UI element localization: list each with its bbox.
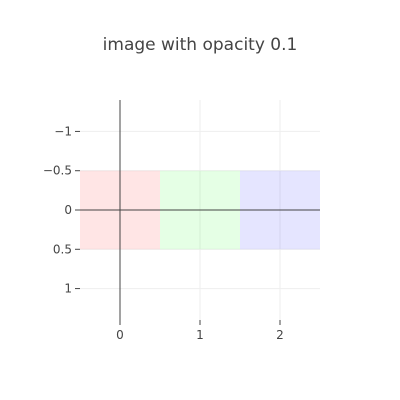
zero-lines <box>80 100 320 320</box>
y-tick-label: −0.5 <box>43 164 72 178</box>
y-tick-label: 0 <box>64 203 72 217</box>
y-tick-label: 0.5 <box>53 242 72 256</box>
y-axis-ticks: −1 −0.5 0 0.5 1 <box>43 124 80 296</box>
y-tick-label: −1 <box>54 124 72 138</box>
x-axis-ticks: 0 1 2 <box>116 320 284 342</box>
chart-title: image with opacity 0.1 <box>103 35 298 55</box>
x-tick-label: 2 <box>276 328 284 342</box>
y-tick-label: 1 <box>64 282 72 296</box>
x-tick-label: 0 <box>116 328 124 342</box>
x-tick-label: 1 <box>196 328 204 342</box>
